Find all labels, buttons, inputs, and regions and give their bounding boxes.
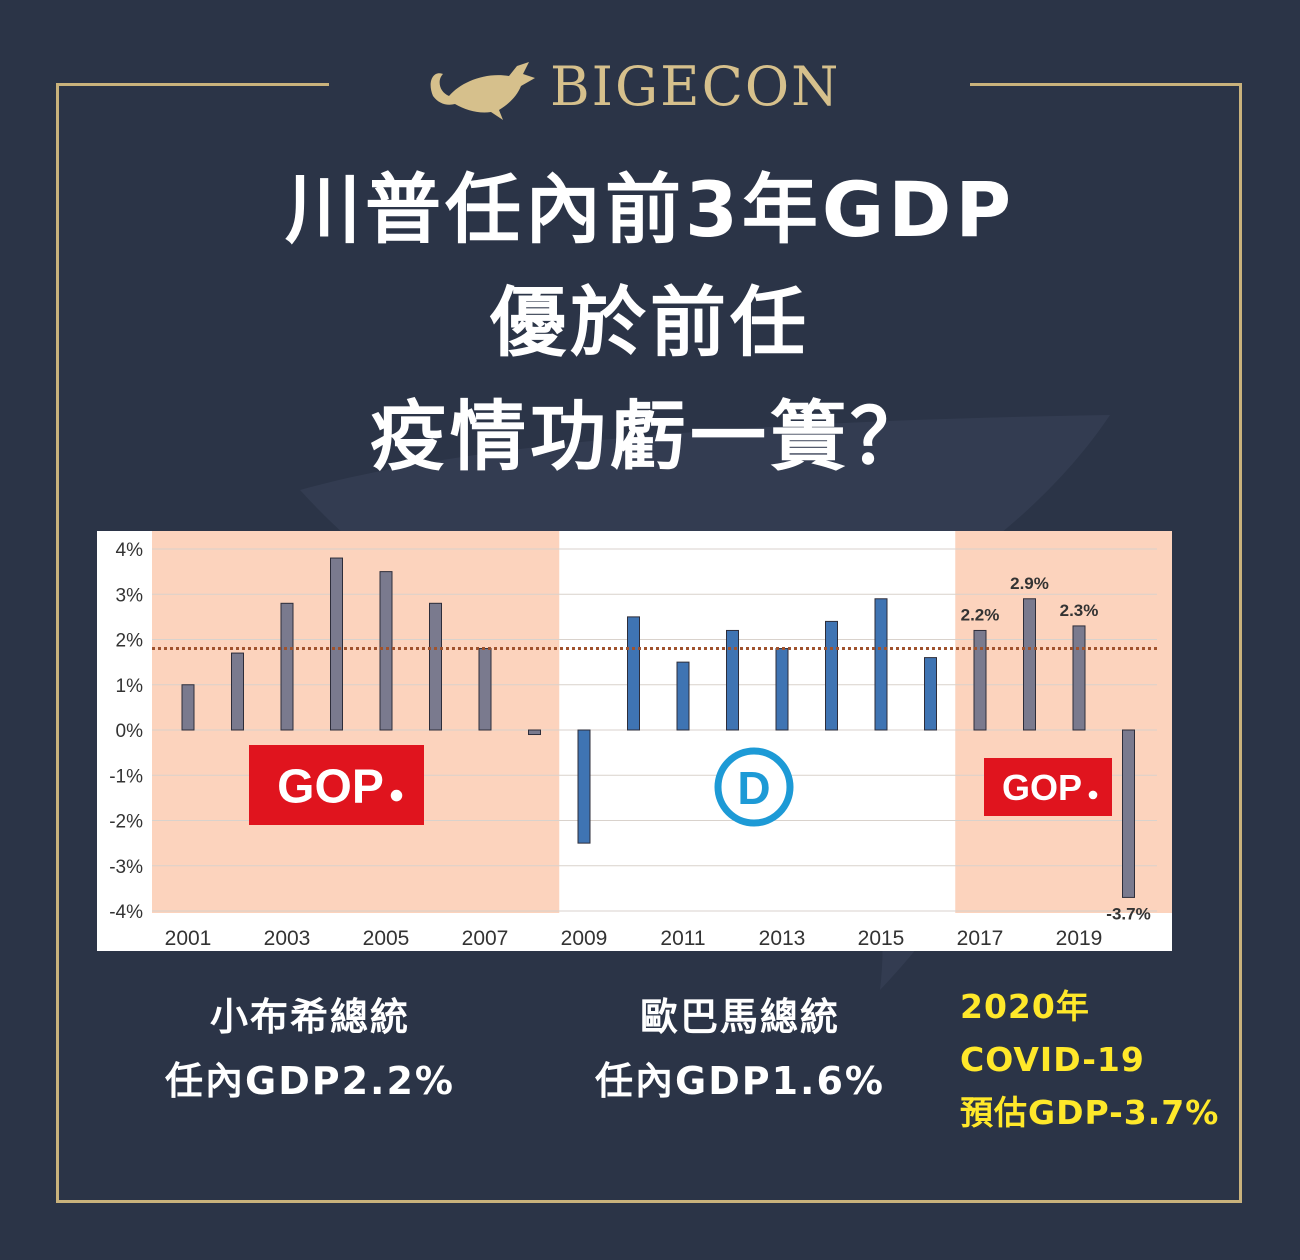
x-tick-label: 2011 (660, 927, 705, 950)
gdp-chart-card: 4% 3% 2% 1% 0% -1% -2% -3% -4% 2.2% 2.9% 2.3% -3.7%… (97, 531, 1172, 951)
bar-2003 (280, 602, 294, 731)
y-tick-label: 1% (116, 676, 144, 697)
covid-caption-line1: 2020年 (960, 987, 1090, 1026)
bar-2014 (825, 620, 838, 731)
x-tick-label: 2015 (858, 927, 905, 950)
y-tick-label: -1% (109, 766, 143, 787)
bar-2015 (874, 598, 888, 731)
obama-caption-line1: 歐巴馬總統 (639, 995, 840, 1039)
bar-2001 (181, 684, 195, 731)
bar-2013 (775, 648, 789, 731)
frame-bottom (56, 1200, 1242, 1203)
gop-term-shade (152, 531, 560, 913)
bar-2018 (1023, 598, 1036, 731)
title-line-1: 川普任內前3年GDP (284, 165, 1016, 254)
data-label-2018: 2.9% (1010, 574, 1049, 593)
frame-top-right (970, 83, 1242, 86)
x-tick-label: 2019 (1056, 927, 1103, 950)
y-tick-label: 0% (116, 721, 144, 742)
title-line-3: 疫情功虧一簣？ (370, 392, 930, 481)
y-tick-label: 4% (116, 540, 144, 561)
bush-caption-line2: 任內GDP2.2% (165, 1059, 455, 1103)
y-tick-label: 3% (116, 585, 144, 606)
democrat-logo-icon (714, 747, 794, 827)
x-tick-label: 2009 (561, 927, 608, 950)
covid-caption-line2: COVID-19 (960, 1040, 1145, 1079)
gop-term-shade (955, 531, 1172, 913)
y-tick-label: -4% (109, 902, 143, 923)
gop-logo-left-text: GOP (277, 760, 384, 813)
x-tick-label: 2007 (462, 927, 509, 950)
gop-logo-right-text: GOP (1002, 767, 1082, 808)
y-tick-label: -3% (109, 857, 143, 878)
covid-caption: 2020年 COVID-19 預估GDP-3.7% (960, 980, 1260, 1139)
bar-2005 (379, 571, 393, 731)
obama-caption: 歐巴馬總統 任內GDP1.6% (560, 985, 920, 1113)
bar-2020 (1122, 729, 1135, 898)
x-tick-label: 2013 (759, 927, 806, 950)
frame-top-left (56, 83, 329, 86)
frame-left (56, 83, 59, 1203)
bush-caption-line1: 小布希總統 (209, 995, 410, 1039)
bar-2009 (577, 729, 591, 844)
bull-logo-icon (430, 62, 535, 120)
obama-caption-line2: 任內GDP1.6% (595, 1059, 885, 1103)
x-tick-label: 2005 (363, 927, 410, 950)
bar-2012 (726, 629, 739, 731)
x-tick-label: 2017 (957, 927, 1004, 950)
bar-2006 (429, 602, 442, 731)
gop-logo-left-dot-icon (390, 789, 403, 802)
frame-right (1239, 83, 1242, 1203)
y-tick-label: 2% (116, 631, 144, 652)
x-tick-label: 2003 (264, 927, 311, 950)
democrat-logo-text: D (737, 762, 770, 814)
bar-2002 (231, 652, 244, 731)
bar-2010 (627, 616, 640, 731)
data-label-2017: 2.2% (961, 605, 1000, 624)
gop-logo-right-dot-icon (1088, 790, 1098, 800)
gop-logo-right-box (984, 758, 1112, 816)
x-tick-label: 2001 (165, 927, 212, 950)
brand-header: BIGECON (425, 52, 875, 122)
title-line-2: 優於前任 (490, 278, 810, 367)
gdp-chart: 4% 3% 2% 1% 0% -1% -2% -3% -4% 2.2% 2.9% 2.3% -3.7%… (109, 531, 1172, 950)
bar-2008 (528, 729, 541, 736)
covid-caption-line3: 預估GDP-3.7% (960, 1093, 1220, 1132)
brand-name: BIGECON (550, 55, 841, 118)
bar-2011 (676, 661, 690, 731)
data-label-2019: 2.3% (1060, 601, 1099, 620)
bar-2007 (478, 648, 492, 731)
bar-2004 (330, 557, 343, 731)
bush-caption: 小布希總統 任內GDP2.2% (130, 985, 490, 1113)
data-label-2020: -3.7% (1106, 904, 1150, 923)
bar-2019 (1072, 625, 1086, 731)
bar-2016 (924, 657, 937, 731)
bar-2017 (973, 629, 987, 731)
y-tick-label: -2% (109, 812, 143, 833)
gop-logo-left-box (249, 745, 424, 825)
